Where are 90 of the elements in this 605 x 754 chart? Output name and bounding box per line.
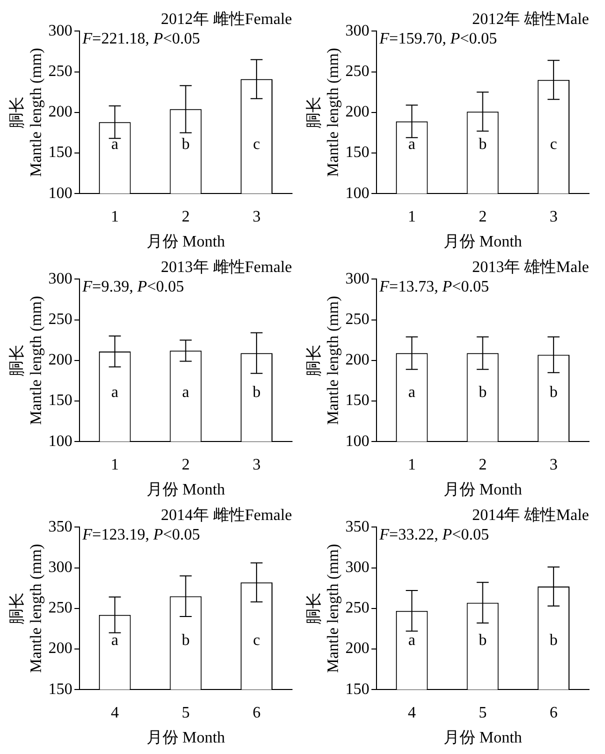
y-tick-label: 150 xyxy=(345,144,370,162)
annotation: a xyxy=(111,384,118,402)
y-tick-label: 150 xyxy=(48,392,72,410)
annotation: a xyxy=(111,632,118,650)
y-tick-label: 150 xyxy=(48,144,72,162)
y-tick-label: 200 xyxy=(48,352,72,369)
y-tick-label: 250 xyxy=(345,311,370,328)
y-axis-title: 胴长 Mantle length (mm) xyxy=(304,544,342,673)
chart-subtitle: F=123.19, P<0.05 xyxy=(81,526,200,544)
y-tick-label: 200 xyxy=(345,640,370,658)
y-tick-label: 200 xyxy=(48,104,72,121)
x-tick-label: 6 xyxy=(252,704,261,722)
y-tick-label: 150 xyxy=(345,392,370,410)
annotation: c xyxy=(550,136,558,154)
annotation: b xyxy=(182,136,190,154)
y-axis-title: 胴长 Mantle length (mm) xyxy=(304,48,342,177)
x-axis-title: 月份 Month xyxy=(146,234,226,251)
x-tick-label: 5 xyxy=(478,704,487,722)
y-tick-label: 100 xyxy=(48,184,72,202)
y-tick-label: 150 xyxy=(345,680,370,698)
y-axis-title: 胴长 Mantle length (mm) xyxy=(8,48,46,177)
chart-title: 2012年 雌性Female xyxy=(160,10,292,28)
x-tick-label: 5 xyxy=(182,704,190,722)
x-axis-title: 月份 Month xyxy=(443,482,522,499)
x-tick-label: 1 xyxy=(110,456,119,474)
chart-subtitle: F=221.18, P<0.05 xyxy=(81,30,200,48)
x-tick-label: 1 xyxy=(408,456,416,474)
y-axis-title: 胴长 Mantle length (mm) xyxy=(8,296,46,425)
x-axis-title: 月份 Month xyxy=(443,730,522,747)
annotation: c xyxy=(253,632,260,650)
y-tick-label: 350 xyxy=(48,518,72,536)
chart-subtitle: F=33.22, P<0.05 xyxy=(378,526,489,544)
annotation: b xyxy=(478,632,487,650)
y-tick-label: 100 xyxy=(345,432,370,450)
x-axis-title: 月份 Month xyxy=(443,234,522,251)
annotation: a xyxy=(408,632,416,650)
annotation: b xyxy=(550,632,558,650)
annotation: b xyxy=(478,384,487,402)
x-tick-label: 2 xyxy=(182,456,190,474)
y-tick-label: 200 xyxy=(48,640,72,658)
y-tick-label: 200 xyxy=(345,352,370,369)
annotation: c xyxy=(253,136,260,154)
annotation: a xyxy=(408,136,416,154)
annotation: b xyxy=(478,136,487,154)
y-tick-label: 300 xyxy=(345,559,370,576)
annotation: b xyxy=(252,384,261,402)
chart-title: 2012年 雄性Male xyxy=(472,10,589,28)
y-tick-label: 100 xyxy=(48,432,72,450)
chart-title: 2013年 雌性Female xyxy=(160,258,292,276)
x-tick-label: 6 xyxy=(550,704,558,722)
x-tick-label: 3 xyxy=(252,208,261,226)
chart-title: 2013年 雄性Male xyxy=(472,258,589,276)
x-tick-label: 2 xyxy=(182,208,190,226)
x-tick-label: 3 xyxy=(550,208,558,226)
y-tick-label: 300 xyxy=(345,270,370,288)
y-tick-label: 250 xyxy=(48,63,72,80)
chart-subtitle: F=13.73, P<0.05 xyxy=(378,278,489,296)
y-tick-label: 250 xyxy=(48,600,72,617)
chart-subtitle: F=9.39, P<0.05 xyxy=(81,278,184,296)
y-tick-label: 100 xyxy=(345,184,370,202)
x-axis-title: 月份 Month xyxy=(146,482,226,499)
x-tick-label: 4 xyxy=(408,704,416,722)
chart-title: 2014年 雌性Female xyxy=(160,506,292,524)
y-tick-label: 250 xyxy=(345,63,370,80)
annotation: a xyxy=(408,384,416,402)
x-tick-label: 2 xyxy=(478,456,487,474)
y-tick-label: 250 xyxy=(345,600,370,617)
x-tick-label: 1 xyxy=(408,208,416,226)
x-tick-label: 1 xyxy=(110,208,119,226)
y-tick-label: 250 xyxy=(48,311,72,328)
x-tick-label: 2 xyxy=(478,208,487,226)
x-tick-label: 3 xyxy=(252,456,261,474)
chart-title: 2014年 雄性Male xyxy=(472,506,589,524)
annotation: a xyxy=(111,136,118,154)
y-tick-label: 300 xyxy=(48,559,72,576)
x-axis-title: 月份 Month xyxy=(146,730,226,747)
annotation: b xyxy=(550,384,558,402)
y-tick-label: 300 xyxy=(48,270,72,288)
y-tick-label: 300 xyxy=(345,22,370,40)
x-tick-label: 4 xyxy=(110,704,119,722)
y-axis-title: 胴长 Mantle length (mm) xyxy=(304,296,342,425)
y-tick-label: 350 xyxy=(345,518,370,536)
x-tick-label: 3 xyxy=(550,456,558,474)
annotation: b xyxy=(182,632,190,650)
y-tick-label: 150 xyxy=(48,680,72,698)
y-axis-title: 胴长 Mantle length (mm) xyxy=(8,544,46,673)
chart-subtitle: F=159.70, P<0.05 xyxy=(378,30,497,48)
y-tick-label: 300 xyxy=(48,22,72,40)
y-tick-label: 200 xyxy=(345,104,370,121)
annotation: a xyxy=(182,384,190,402)
